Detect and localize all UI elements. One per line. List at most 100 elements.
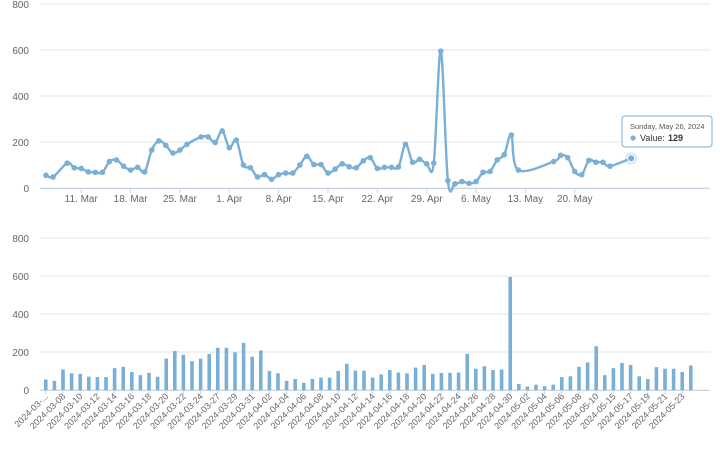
bar — [267, 371, 272, 390]
line-point — [395, 164, 402, 170]
bar — [336, 371, 340, 390]
line-point — [374, 165, 381, 172]
line-point — [627, 154, 636, 163]
line-point — [346, 164, 352, 170]
line-point — [325, 170, 331, 176]
line-point — [473, 178, 479, 185]
bar — [155, 376, 160, 390]
line-y-tick-label: 400 — [12, 92, 29, 103]
bar — [620, 363, 624, 390]
bar — [551, 384, 555, 390]
line-point — [339, 161, 345, 167]
line-point — [156, 138, 162, 144]
line-point — [170, 150, 176, 156]
line-point — [268, 176, 275, 183]
line-point — [501, 151, 508, 158]
line-point — [134, 164, 141, 171]
bar — [388, 370, 392, 390]
bar — [413, 367, 418, 390]
line-point — [332, 166, 338, 172]
line-point — [71, 164, 77, 171]
bar — [95, 377, 100, 390]
bar — [345, 363, 349, 390]
bar — [689, 365, 693, 390]
line-point — [247, 164, 254, 171]
bar — [534, 384, 538, 390]
line-point — [113, 157, 120, 163]
line-point — [297, 162, 303, 168]
bar-y-tick-label: 0 — [23, 386, 29, 397]
line-point — [515, 167, 522, 173]
bar — [646, 378, 650, 390]
bar — [671, 368, 676, 390]
bar — [78, 373, 82, 390]
bar — [284, 380, 289, 390]
line-y-tick-label: 0 — [23, 184, 29, 195]
line-point — [289, 170, 296, 176]
bar — [52, 380, 57, 390]
bar — [370, 377, 375, 390]
bar — [405, 373, 409, 390]
bar — [327, 377, 332, 390]
line-point — [163, 142, 169, 149]
bar — [181, 354, 186, 390]
bar — [680, 371, 684, 390]
line-point — [564, 154, 571, 161]
bar — [207, 353, 211, 390]
bar — [525, 386, 530, 390]
bar — [104, 377, 108, 390]
line-point — [423, 161, 430, 167]
line-point — [579, 171, 585, 178]
line-point — [120, 163, 127, 169]
bar — [173, 351, 177, 390]
bar-y-tick-label: 800 — [12, 234, 29, 245]
bar — [568, 376, 573, 390]
line-point — [240, 162, 247, 168]
line-point — [177, 147, 183, 153]
line-point — [459, 178, 465, 185]
line-y-tick-label: 800 — [12, 0, 29, 11]
bar — [577, 366, 581, 390]
bar — [663, 368, 667, 390]
bar — [147, 372, 151, 390]
line-point — [571, 168, 578, 175]
line-point — [388, 164, 395, 171]
line-x-tick-label: 29. Apr — [411, 194, 443, 205]
bar — [431, 373, 435, 390]
tooltip-value: 129 — [668, 133, 683, 143]
line-point — [360, 158, 367, 164]
line-point — [480, 169, 486, 176]
bar — [448, 372, 452, 390]
bar — [491, 370, 495, 390]
line-point — [148, 147, 155, 153]
line-point — [607, 163, 613, 169]
bar — [44, 379, 48, 390]
line-point — [367, 154, 374, 161]
bar — [396, 372, 401, 390]
line-y-tick-label: 200 — [12, 138, 29, 149]
line-point — [487, 168, 493, 175]
line-point — [593, 159, 599, 166]
bar — [259, 350, 263, 390]
bar — [585, 362, 590, 390]
line-point — [311, 161, 317, 168]
bar — [654, 367, 659, 390]
bar-y-tick-label: 200 — [12, 348, 29, 359]
line-x-tick-label: 6. May — [461, 194, 491, 205]
tooltip-series-marker — [630, 135, 636, 141]
bar — [362, 370, 366, 390]
line-x-tick-label: 18. Mar — [114, 194, 149, 205]
bar — [508, 276, 512, 390]
line-point — [557, 152, 564, 159]
line-x-tick-label: 11. Mar — [65, 194, 99, 205]
line-point — [106, 158, 113, 165]
line-x-tick-label: 8. Apr — [266, 194, 293, 205]
bar-chart: 02004006008002024-03-...2024-03-082024-0… — [12, 234, 710, 431]
bar — [499, 369, 504, 390]
line-x-tick-label: 22. Apr — [361, 194, 393, 205]
bar — [628, 364, 633, 390]
line-x-tick-label: 13. May — [508, 194, 544, 205]
bar — [121, 366, 125, 390]
